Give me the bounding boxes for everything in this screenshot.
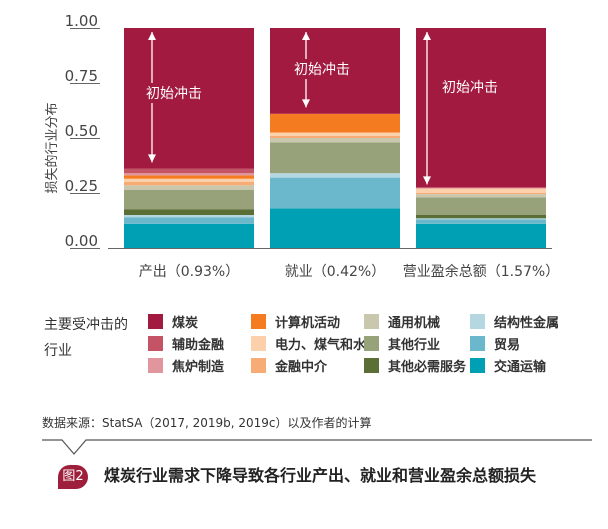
x-category-label: 产出（0.93%）: [139, 264, 239, 280]
bar-segment: [270, 113, 400, 133]
legend: 主要受冲击的行业 煤炭 计算机活动 通用机械 结构性金属辅助金融 电力、煤气和水 其他行业…: [0, 308, 608, 380]
y-axis-label: 损失的行业分布: [44, 102, 60, 193]
legend-label: 交通运输: [494, 359, 547, 375]
legend-label: 其他必需服务: [388, 359, 467, 375]
legend-label: 贸易: [494, 337, 521, 353]
bar-segment: [124, 217, 254, 224]
bar-segment: [124, 185, 254, 190]
legend-label: 焦炉制造: [172, 359, 225, 375]
legend-swatch: [364, 357, 379, 373]
legend-label: 结构性金属: [494, 315, 560, 331]
bar-segment: [270, 208, 400, 248]
legend-item: 电力、煤气和水: [251, 334, 367, 353]
legend-swatch: [251, 357, 266, 373]
legend-item: 焦炉制造: [148, 356, 225, 375]
legend-swatch: [470, 335, 485, 351]
bar-segment: [416, 197, 546, 215]
legend-item: 辅助金融: [148, 334, 225, 353]
y-tick-label: 1.00: [65, 12, 98, 30]
bar-segment: [416, 219, 546, 224]
bar-segment: [270, 142, 400, 174]
legend-swatch: [148, 357, 163, 373]
annotation-label: 初始冲击: [442, 79, 498, 96]
legend-item: 金融中介: [251, 356, 328, 375]
annotation-label: 初始冲击: [146, 85, 202, 102]
legend-item: 其他行业: [364, 334, 441, 353]
legend-label: 通用机械: [388, 315, 441, 331]
bar-segment: [124, 178, 254, 182]
bar-segment: [270, 132, 400, 136]
bar-segment: [416, 28, 546, 188]
legend-item: 煤炭: [148, 312, 199, 331]
y-tick-label: 0.50: [65, 122, 98, 140]
annotation-label: 初始冲击: [294, 61, 350, 78]
legend-item: 结构性金属: [470, 312, 560, 331]
arrow-head-up: [423, 32, 431, 40]
legend-swatch: [148, 335, 163, 351]
legend-item: 交通运输: [470, 356, 547, 375]
legend-label: 煤炭: [172, 315, 199, 331]
legend-item: 通用机械: [364, 312, 441, 331]
legend-swatch: [251, 313, 266, 329]
bar-segment: [124, 168, 254, 174]
arrow-head-up: [302, 32, 310, 40]
data-source-note: 数据来源：StatSA（2017, 2019b, 2019c）以及作者的计算: [42, 416, 372, 430]
annotation-bg: [438, 77, 502, 97]
legend-label: 电力、煤气和水: [275, 337, 367, 353]
x-category-label: 营业盈余总额（1.57%）: [403, 263, 559, 280]
bar-segment: [416, 187, 546, 189]
bar-segment: [124, 223, 254, 248]
arrow-head-down: [148, 154, 156, 163]
bar-segment: [416, 194, 546, 198]
figure-title: 煤炭行业需求下降导致各行业产出、就业和营业盈余总额损失: [104, 466, 537, 485]
bar-segment: [270, 173, 400, 178]
arrow-head-down: [302, 99, 310, 108]
legend-swatch: [148, 313, 163, 329]
legend-item: 贸易: [470, 334, 521, 353]
bar-segment: [124, 189, 254, 210]
legend-swatch: [364, 335, 379, 351]
legend-title: 主要受冲击的行业: [44, 317, 128, 359]
bar-segment: [416, 223, 546, 248]
bar-segment: [416, 188, 546, 193]
bar-segment: [270, 177, 400, 209]
bar-segment: [416, 215, 546, 219]
bar-segment: [124, 182, 254, 186]
bar-segment: [270, 138, 400, 143]
bar-segment: [124, 175, 254, 179]
legend-swatch: [470, 357, 485, 373]
legend-item: 计算机活动: [251, 312, 341, 331]
legend-label: 计算机活动: [275, 315, 341, 331]
arrow-head-up: [148, 32, 156, 40]
x-category-label: 就业（0.42%）: [285, 264, 385, 280]
legend-swatch: [470, 313, 485, 329]
legend-label: 其他行业: [388, 337, 441, 353]
y-tick-label: 0.25: [65, 177, 98, 195]
figure-badge: 图2: [58, 465, 88, 489]
bar-segment: [270, 135, 400, 138]
bar-segment: [124, 215, 254, 218]
bar-segment: [124, 173, 254, 176]
legend-swatch: [251, 335, 266, 351]
annotation-bg: [290, 59, 354, 79]
legend-label: 辅助金融: [172, 337, 225, 353]
legend-swatch: [364, 313, 379, 329]
bar-segment: [124, 209, 254, 215]
divider-line: [42, 439, 592, 455]
arrow-head-down: [423, 176, 431, 185]
bar-segment: [416, 193, 546, 195]
legend-label: 金融中介: [275, 359, 328, 375]
bar-segment: [416, 218, 546, 220]
legend-item: 其他必需服务: [364, 356, 467, 375]
y-tick-label: 0.00: [65, 232, 98, 250]
annotation-bg: [142, 83, 206, 103]
y-tick-label: 0.75: [65, 67, 98, 85]
